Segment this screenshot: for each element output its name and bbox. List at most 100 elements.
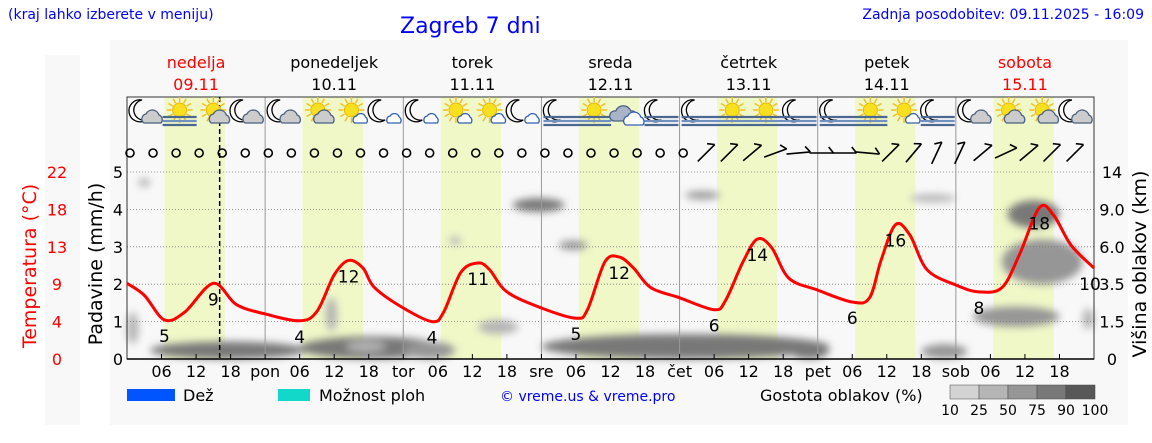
cloud-patch <box>345 341 387 352</box>
cloud-patch <box>127 312 139 345</box>
x-tick-label: 12 <box>462 362 482 381</box>
calm-wind-icon <box>286 148 297 158</box>
cloud-patch <box>325 297 338 332</box>
daylight-band <box>716 97 778 359</box>
temperature-tick: 18 <box>47 200 67 219</box>
cloud-height-tick: 0 <box>1107 350 1117 369</box>
sun-small-cloud-icon <box>338 97 369 124</box>
day-name: sreda <box>588 53 632 72</box>
cloud-density-scale-label: 90 <box>1057 403 1075 419</box>
day-date: 10.11 <box>311 75 357 94</box>
day-name: torek <box>452 53 494 72</box>
menu-hint: (kraj lahko izberete v meniju) <box>8 7 214 23</box>
x-tick-label: 12 <box>186 362 206 381</box>
calm-wind-icon <box>355 148 366 158</box>
sun-fog-icon <box>162 97 197 127</box>
x-tick-label: 18 <box>911 362 931 381</box>
cloud-density-swatch <box>949 384 980 400</box>
wind-barb-icon <box>930 141 943 165</box>
moon-fog-icon <box>680 99 716 127</box>
temperature-label: 12 <box>338 267 360 287</box>
day-name: četrtek <box>720 53 778 72</box>
precip-tick: 0 <box>113 350 123 369</box>
wind-barb-icon <box>973 142 993 162</box>
cloud-patch <box>973 306 1060 327</box>
daylight-band <box>164 97 225 359</box>
wind-barb-icon <box>1042 142 1062 163</box>
cloud-density-swatch <box>1007 384 1038 400</box>
wind-barb-icon <box>697 142 716 163</box>
rain-legend-swatch <box>127 389 175 401</box>
temperature-tick: 0 <box>52 350 62 369</box>
cloud-height-tick: 9.0 <box>1099 200 1124 219</box>
page-title: Zagreb 7 dni <box>400 14 541 39</box>
cloud-patch <box>150 341 306 360</box>
temperature-label: 10 <box>1079 275 1101 295</box>
cloud-height-axis-label: Višina oblakov (km) <box>1129 171 1151 358</box>
moon-small-cloud-icon <box>404 99 439 124</box>
x-tick-label: 12 <box>600 362 620 381</box>
last-update: Zadnja posodobitev: 09.11.2025 - 16:09 <box>862 7 1144 23</box>
day-abbr-label: čet <box>667 362 692 381</box>
x-tick-label: 06 <box>151 362 171 381</box>
x-tick-label: 06 <box>566 362 586 381</box>
moon-fog-icon <box>819 99 854 127</box>
temperature-label: 5 <box>571 325 582 345</box>
sun-small-cloud-icon <box>442 97 473 124</box>
calm-wind-icon <box>148 148 158 158</box>
cloud-density-label: Gostota oblakov (%) <box>760 386 923 405</box>
x-tick-label: 18 <box>1049 362 1069 381</box>
precip-tick: 2 <box>113 275 123 294</box>
day-date: 09.11 <box>173 75 219 94</box>
day-abbr-label: pon <box>250 362 280 381</box>
wind-barb-icon <box>720 142 739 163</box>
moon-small-cloud-icon <box>505 99 540 124</box>
calm-wind-icon <box>125 148 135 158</box>
cloud-patch <box>449 236 461 245</box>
calm-wind-icon <box>678 148 689 158</box>
cloudy-icon <box>609 105 645 126</box>
daylight-band <box>578 97 640 359</box>
sun-fog-icon <box>577 97 612 127</box>
day-abbr-label: tor <box>392 362 415 381</box>
cloud-density-swatch <box>1036 384 1067 400</box>
precip-tick: 5 <box>113 163 123 182</box>
day-abbr-label: pet <box>805 362 831 381</box>
calm-wind-icon <box>563 148 573 158</box>
x-tick-label: 06 <box>980 362 1000 381</box>
calm-wind-icon <box>517 148 527 158</box>
wind-barb-icon <box>855 147 881 155</box>
temperature-label: 16 <box>885 232 907 252</box>
temperature-line <box>126 203 1096 324</box>
moon-fog-icon <box>781 99 817 127</box>
moon-cloud-icon <box>957 99 992 124</box>
x-tick-label: 18 <box>497 362 517 381</box>
wind-barb-icon <box>1019 142 1039 162</box>
cloud-patch <box>138 177 151 187</box>
day-date: 15.11 <box>1002 75 1048 94</box>
cloud-patch <box>541 334 830 359</box>
sun-cloud-icon <box>1029 97 1060 124</box>
showers-legend-swatch <box>278 389 310 401</box>
calm-wind-icon <box>378 148 389 158</box>
sun-cloud-icon <box>200 97 231 124</box>
day-name: sobota <box>998 53 1052 72</box>
calm-wind-icon <box>447 148 458 158</box>
moon-fog-icon <box>643 99 679 127</box>
x-tick-label: 18 <box>635 362 655 381</box>
calm-wind-icon <box>470 148 481 158</box>
cloud-patch <box>788 341 830 360</box>
cloud-height-tick: 3.5 <box>1099 275 1124 294</box>
x-tick-label: 12 <box>324 362 344 381</box>
moon-cloud-icon <box>266 99 302 124</box>
x-tick-label: 06 <box>704 362 724 381</box>
temperature-tick: 4 <box>52 313 62 332</box>
cloud-density-scale-label: 50 <box>999 403 1017 419</box>
calm-wind-icon <box>493 148 504 158</box>
sun-cloud-icon <box>995 97 1026 124</box>
calm-wind-icon <box>540 148 550 158</box>
day-name: petek <box>864 53 910 72</box>
cloud-height-tick: 14 <box>1102 163 1122 182</box>
cloud-patch <box>685 191 720 200</box>
